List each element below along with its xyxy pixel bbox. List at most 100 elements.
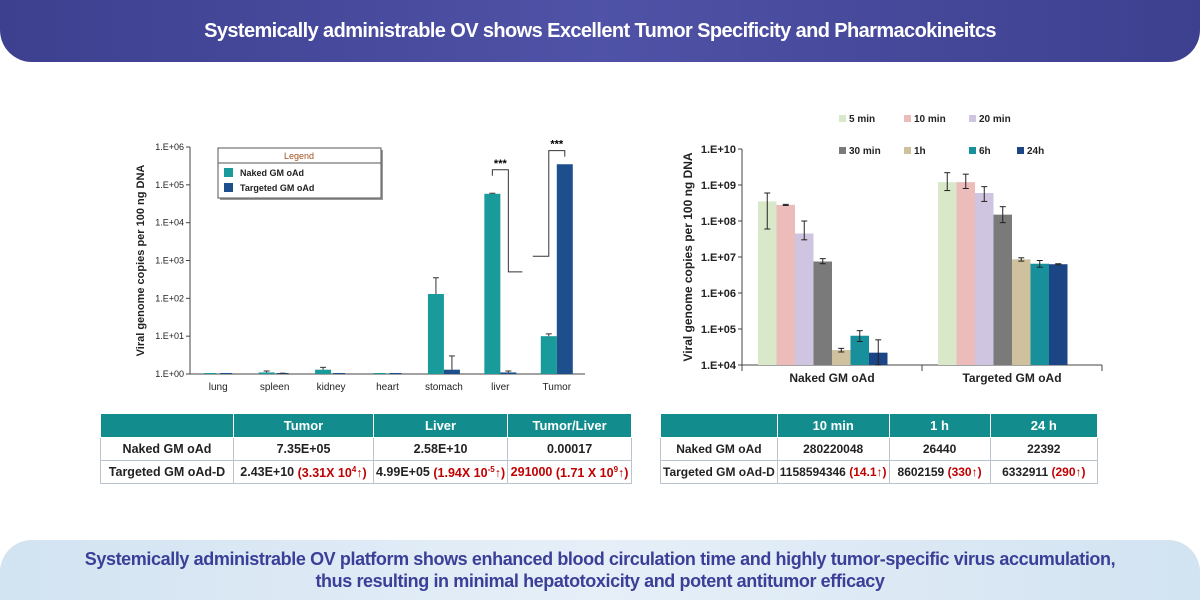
x-tick-label: liver [491,382,510,393]
title-banner: Systemically administrable OV shows Exce… [0,0,1200,62]
legend-swatch [969,147,976,154]
y-tick-label: 1.E+02 [155,293,184,303]
bar [1049,264,1068,365]
legend-swatch [904,147,911,154]
significance-bracket [532,150,566,257]
fold-text: (1.71 X 10 [555,465,614,480]
table-cell: 4.99E+05 (1.94X 10-5↑) [372,460,509,484]
legend-swatch [904,115,911,122]
bar [813,261,832,365]
row-label: Naked GM oAd [100,437,234,461]
legend-swatch [224,183,233,192]
x-tick-label: Naked GM oAd [789,371,874,385]
summary-line: Systemically administrable OV platform s… [84,549,1116,569]
legend-label: 5 min [849,114,875,125]
table-cell: 1158594346 (14.1↑) [776,460,890,484]
y-axis-label: Viral genome copies per 100 ng DNA [135,165,147,357]
row-label: Naked GM oAd [660,437,778,461]
significance-bracket [491,169,523,273]
y-tick-label: 1.E+09 [701,180,736,192]
summary-line: thus resulting in minimal hepatotoxicity… [315,571,885,591]
bar [1030,263,1049,365]
fold-exponent: 4 [351,464,357,474]
table-header-cell [100,413,234,438]
y-axis-label: Viral genome copies per 100 ng DNA [681,152,695,362]
fold-change: (1.94X 10-5↑) [433,464,506,480]
y-tick-label: 1.E+00 [155,369,184,379]
fold-exponent: -5 [487,464,495,474]
bar [443,369,460,374]
bar [832,350,851,365]
table-cell: 280220048 [776,437,890,461]
legend-title: Legend [284,151,314,161]
legend-label: 30 min [849,146,881,157]
y-tick-label: 1.E+06 [155,142,184,152]
table-header-cell: 24 h [989,413,1099,438]
bar [484,193,501,374]
bar [938,182,957,365]
legend-swatch [839,147,846,154]
y-tick-label: 1.E+06 [701,288,736,300]
fold-text: (3.31X 10 [297,465,352,480]
tissue-table: Tumor Liver Tumor/Liver Naked GM oAd 7.3… [100,413,632,484]
x-tick-label: stomach [425,382,463,393]
bar [776,204,795,365]
bar [795,233,814,365]
table-cell: 7.35E+05 [233,437,374,461]
table-cell: 6332911 (290↑) [989,460,1099,484]
table-row: Naked GM oAd 7.35E+05 2.58E+10 0.00017 [100,437,632,461]
fold-arrow: ↑) [618,465,629,480]
bar [220,373,233,374]
legend-label: 1h [914,146,926,157]
legend-label: 20 min [979,114,1011,125]
significance-label: *** [550,139,564,151]
table-cell: 0.00017 [507,437,632,461]
bar [850,335,869,365]
fold-change: (3.31X 104↑) [297,464,367,480]
page-title: Systemically administrable OV shows Exce… [204,19,996,42]
table-cell: 291000 (1.71 X 109↑) [507,460,632,484]
bar [315,369,332,374]
y-tick-label: 1.E+04 [155,218,184,228]
table-header-cell: 1 h [888,413,991,438]
x-tick-label: lung [209,382,228,393]
legend-label: Naked GM oAd [240,168,304,178]
table-header-cell: 10 min [776,413,890,438]
bar [993,214,1012,365]
x-tick-label: spleen [260,382,289,393]
cell-value: 1158594346 [779,465,846,479]
bar [373,373,386,374]
bar [500,372,517,374]
table-row: Naked GM oAd 280220048 26440 22392 [660,437,1099,461]
table-header-cell: Tumor [233,413,374,438]
table-header-cell [660,413,778,438]
cell-value: 4.99E+05 [376,465,430,480]
legend-swatch [224,168,233,177]
bar [975,192,994,365]
y-tick-label: 1.E+01 [155,331,184,341]
x-tick-label: heart [376,382,399,393]
fold-change: (330↑) [947,465,982,479]
blood-circulation-chart: 1.E+04 1.E+05 1.E+06 1.E+07 1.E+08 1.E+09 1.E+… [681,114,1103,385]
y-tick-label: 1.E+08 [701,216,736,228]
fold-arrow: ↑) [494,465,506,480]
x-tick-label: Targeted GM oAd [962,371,1061,385]
y-tick-label: 1.E+05 [155,180,184,190]
significance-label: *** [494,158,508,170]
table-cell: 2.58E+10 [372,437,509,461]
y-tick-label: 1.E+03 [155,256,184,266]
table-cell: 22392 [989,437,1099,461]
legend-swatch [1017,147,1024,154]
cell-value: 291000 [510,465,553,480]
fold-exponent: 9 [613,464,619,474]
table-header-cell: Liver [372,413,509,438]
table-row: Targeted GM oAd-D 2.43E+10 (3.31X 104↑) … [100,460,632,484]
legend-label: 6h [979,146,991,157]
table-row: Targeted GM oAd-D 1158594346 (14.1↑) 860… [660,460,1099,484]
bar [758,201,777,365]
tissue-distribution-chart: 1.E+00 1.E+01 1.E+02 1.E+03 1.E+04 1.E+05 1.E+… [135,139,585,393]
bar [1012,259,1031,365]
cell-value: 2.43E+10 [240,465,295,480]
bar [333,373,346,374]
y-tick-label: 1.E+05 [701,324,736,336]
